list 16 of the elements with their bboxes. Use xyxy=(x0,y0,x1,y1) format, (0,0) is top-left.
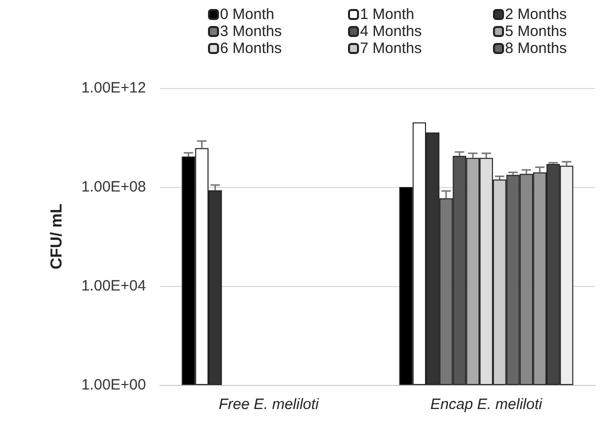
x-tick-label: Free E. meliloti xyxy=(218,396,320,413)
y-axis-title: CFU/ mL xyxy=(48,203,66,270)
y-tick-label: 1.00E+00 xyxy=(81,376,146,394)
legend-label: 1 Month xyxy=(360,6,414,23)
y-tick-label: 1.00E+12 xyxy=(81,80,146,96)
y-tick-label: 1.00E+04 xyxy=(81,278,146,294)
legend-label: 7 Months xyxy=(360,40,422,57)
y-tick-label: 1.00E+08 xyxy=(81,178,146,196)
legend-label: 2 Months xyxy=(505,6,567,23)
legend-label: 8 Months xyxy=(505,40,567,57)
legend-label: 6 Months xyxy=(220,40,282,57)
legend-label: 3 Months xyxy=(220,23,282,40)
legend-label: 4 Months xyxy=(360,23,422,40)
x-tick-label: Encap E. meliloti xyxy=(430,396,543,413)
legend-label: 5 Months xyxy=(505,23,567,40)
legend-label: 0 Month xyxy=(220,6,274,23)
